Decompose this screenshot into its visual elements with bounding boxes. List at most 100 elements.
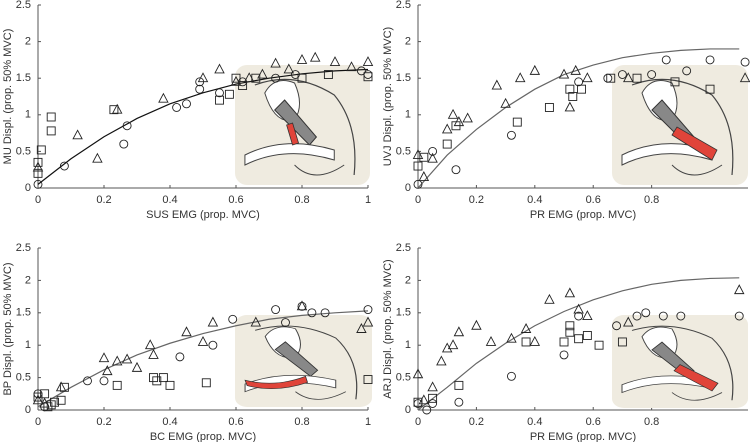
- square-marker: [201, 378, 211, 388]
- fit-curve: [417, 48, 740, 189]
- circle-marker: [297, 301, 307, 311]
- y-tick-label: 2: [25, 274, 31, 286]
- circle-marker: [195, 77, 205, 87]
- y-tick-label: 2.5: [396, 0, 411, 11]
- circle-marker: [632, 311, 642, 321]
- circle-marker: [507, 371, 516, 381]
- triangle-marker: [506, 332, 517, 343]
- circle-marker: [356, 66, 366, 76]
- square-marker: [46, 126, 56, 136]
- circle-marker: [617, 70, 627, 79]
- triangle-marker: [55, 381, 67, 392]
- square-marker: [363, 72, 373, 82]
- circle-marker: [676, 311, 686, 321]
- triangle-marker: [283, 63, 295, 74]
- x-tick-label: 0.4: [162, 416, 177, 428]
- triangle-marker: [207, 316, 219, 327]
- triangle-marker: [181, 326, 192, 337]
- x-axis-title: BC EMG (prop. MVC): [150, 431, 256, 442]
- triangle-marker: [158, 92, 169, 103]
- square-marker: [574, 334, 584, 344]
- y-tick-label: 0: [25, 404, 31, 416]
- triangle-marker: [739, 72, 750, 83]
- y-tick-label: 0: [25, 182, 31, 194]
- square-marker: [46, 112, 56, 122]
- circle-marker: [119, 139, 129, 149]
- circle-marker: [307, 308, 317, 318]
- outline: [631, 325, 734, 401]
- circle-marker: [451, 165, 461, 175]
- square-marker: [33, 392, 43, 402]
- highlighted-muscle: [286, 122, 300, 146]
- triangle-marker: [564, 101, 576, 112]
- square-marker: [577, 84, 586, 94]
- triangle-marker: [491, 79, 503, 90]
- square-marker: [419, 152, 429, 162]
- triangle-marker: [296, 300, 308, 311]
- anatomy-inset: [235, 315, 372, 407]
- triangle-marker: [131, 361, 143, 372]
- circle-marker: [428, 146, 438, 156]
- x-tick-label: 0.4: [527, 416, 542, 428]
- triangle-marker: [564, 287, 576, 298]
- triangle-marker: [111, 355, 123, 366]
- circle-marker: [182, 99, 191, 109]
- y-tick-label: 0: [405, 404, 411, 416]
- x-tick-label: 0.4: [162, 194, 177, 206]
- x-axis-title: SUS EMG (prop. MVC): [146, 209, 260, 221]
- square-marker: [568, 92, 578, 101]
- x-tick-label: 0.2: [469, 194, 484, 206]
- circle-marker: [59, 161, 69, 171]
- triangle-marker: [148, 348, 159, 359]
- y-tick-label: 0.5: [396, 372, 411, 384]
- triangle-marker: [733, 284, 745, 295]
- square-marker: [442, 139, 452, 149]
- triangle-marker: [346, 61, 357, 72]
- square-marker: [297, 73, 307, 83]
- square-marker: [43, 402, 53, 412]
- circle-marker: [507, 130, 516, 140]
- anatomy-inset: [612, 65, 748, 185]
- y-tick-label: 1.5: [396, 307, 411, 319]
- circle-marker: [83, 376, 92, 386]
- triangle-marker: [558, 68, 570, 79]
- square-marker: [323, 70, 333, 79]
- x-tick-label: 0.6: [228, 194, 243, 206]
- circle-marker: [454, 397, 464, 407]
- triangle-marker: [309, 51, 321, 62]
- square-marker: [428, 393, 438, 403]
- x-tick-label: 1: [365, 194, 371, 206]
- triangle-marker: [582, 72, 593, 83]
- triangle-marker: [623, 72, 634, 83]
- circle-marker: [682, 66, 692, 76]
- square-marker: [36, 145, 46, 155]
- triangle-marker: [362, 56, 374, 67]
- triangle-marker: [92, 152, 103, 163]
- outline: [254, 325, 358, 400]
- triangle-marker: [529, 64, 541, 75]
- triangle-marker: [98, 352, 110, 363]
- circle-marker: [215, 88, 224, 98]
- triangle-marker: [296, 53, 308, 64]
- circle-marker: [658, 311, 668, 321]
- square-marker: [565, 84, 575, 94]
- triangle-marker: [121, 353, 133, 364]
- x-tick-label: 0.8: [294, 416, 309, 428]
- square-marker: [521, 337, 531, 347]
- square-marker: [594, 340, 604, 350]
- y-tick-label: 0.5: [16, 145, 31, 157]
- square-marker: [363, 375, 373, 384]
- square-marker: [582, 331, 592, 340]
- square-marker: [413, 397, 423, 407]
- square-marker: [544, 103, 554, 112]
- triangle-marker: [573, 303, 584, 314]
- x-tick-label: 0.6: [586, 194, 601, 206]
- y-tick-label: 0.5: [16, 372, 31, 384]
- circle-marker: [271, 73, 281, 83]
- square-marker: [59, 382, 69, 392]
- x-tick-label: 0.2: [96, 416, 111, 428]
- highlighted-muscle: [244, 375, 309, 390]
- circle-marker: [363, 305, 373, 315]
- triangle-marker: [462, 112, 473, 123]
